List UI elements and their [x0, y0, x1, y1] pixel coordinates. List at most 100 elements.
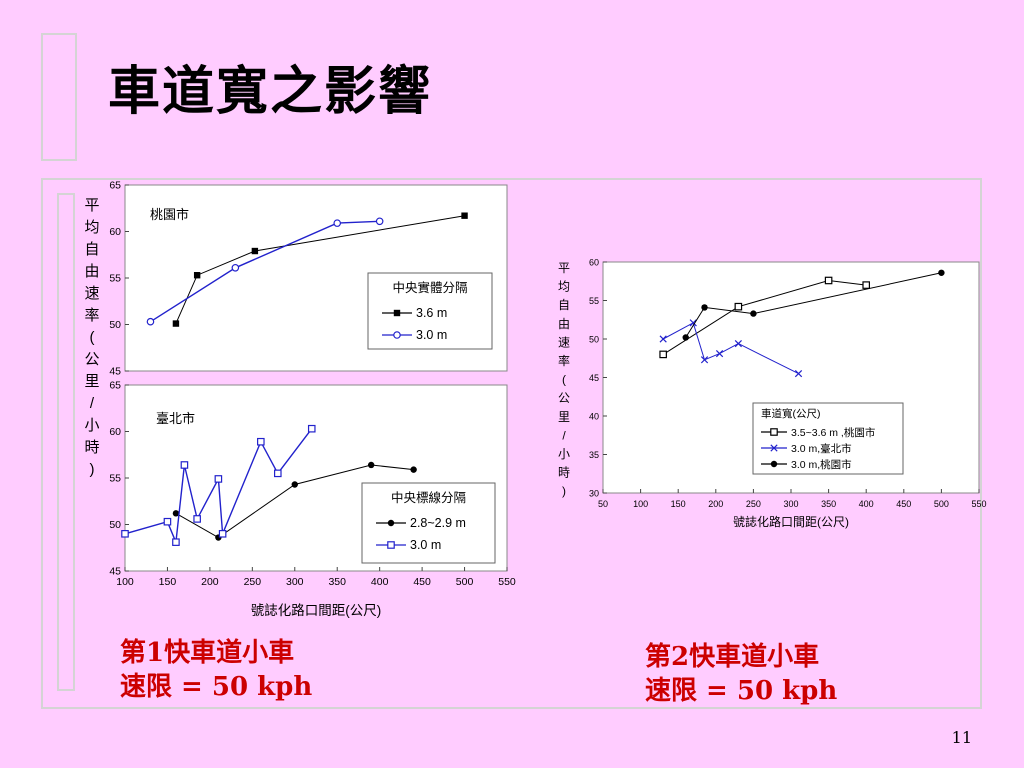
y-tick-label-1: 65	[109, 380, 121, 392]
x-tick-label-2: 100	[633, 499, 648, 509]
y-tick-label-0: 60	[109, 226, 121, 238]
x-tick-label-2: 550	[971, 499, 986, 509]
legend-label-2-2: 3.0 m,桃園市	[791, 458, 852, 471]
legend-label-0-1: 3.0 m	[416, 328, 447, 342]
data-point-2-1	[659, 335, 667, 343]
y-axis-label-char-2: 時	[558, 466, 570, 480]
caption-left-line1: 第1快車道小車	[120, 638, 295, 668]
y-tick-label-1: 60	[109, 426, 121, 438]
legend-title-0: 中央實體分隔	[392, 280, 467, 295]
x-tick-label-1: 200	[201, 576, 219, 588]
data-point-2-0	[734, 302, 743, 311]
y-axis-label-char-2: 均	[558, 280, 570, 294]
y-tick-label-1: 50	[109, 519, 121, 531]
data-point-1-1	[257, 437, 265, 446]
y-axis-label-char-0: 均	[84, 219, 99, 236]
data-point-1-1	[214, 475, 223, 483]
legend-label-1-0: 2.8~2.9 m	[410, 516, 466, 530]
data-point-1-1	[180, 461, 189, 469]
data-point-0-0	[193, 272, 201, 279]
caption-left: 第1快車道小車 速限 = 50 kph	[120, 636, 312, 704]
y-axis-label-char-2: 由	[558, 317, 570, 331]
series-line-2-0	[662, 279, 867, 355]
caption-right-line1: 第2快車道小車	[645, 642, 820, 672]
x-tick-label-2: 250	[746, 499, 761, 509]
y-axis-label-char-0: 平	[84, 197, 99, 214]
data-point-2-2	[682, 334, 689, 341]
legend-title-1: 中央標線分隔	[391, 490, 466, 505]
data-point-2-2	[750, 310, 757, 317]
x-tick-label-2: 150	[671, 499, 686, 509]
x-tick-label-2: 500	[934, 499, 949, 509]
x-tick-label-1: 150	[159, 576, 177, 588]
data-point-2-2	[701, 304, 708, 311]
series-line-0-1	[150, 220, 380, 323]
data-point-2-0	[824, 276, 833, 285]
x-tick-label-2: 300	[783, 499, 798, 509]
y-axis-label-char-2: 率	[558, 353, 570, 368]
y-tick-label-2: 30	[589, 489, 599, 499]
y-tick-label-1: 55	[109, 473, 121, 485]
y-tick-label-2: 45	[589, 373, 599, 383]
data-point-0-1	[146, 317, 155, 326]
panel-label-0: 桃園市	[150, 207, 189, 222]
page-number: 11	[951, 728, 972, 747]
caption-right-line2: 速限 = 50 kph	[645, 676, 838, 706]
x-tick-label-2: 200	[708, 499, 723, 509]
y-axis-label-char-0: 率	[84, 307, 99, 324]
data-point-1-1	[307, 424, 316, 433]
data-point-1-1	[274, 469, 282, 478]
data-point-2-0	[659, 350, 667, 359]
y-axis-label-char-0: (	[90, 329, 95, 346]
y-axis-label-char-2: 自	[558, 298, 570, 312]
y-axis-label-char-0: 公	[84, 351, 99, 368]
x-tick-label-1: 100	[116, 576, 134, 588]
data-point-2-2	[938, 269, 945, 276]
data-point-2-1	[734, 339, 742, 348]
panel-label-1: 臺北市	[156, 411, 195, 426]
series-line-2-2	[685, 272, 942, 338]
data-point-0-1	[333, 219, 342, 227]
content-frame	[41, 178, 982, 709]
legend-swatch-marker-1-0	[387, 519, 395, 527]
data-point-1-1	[121, 529, 129, 538]
y-tick-label-2: 55	[589, 296, 599, 306]
data-point-2-1	[715, 350, 724, 358]
x-tick-label-1: 400	[371, 576, 389, 588]
x-tick-label-1: 350	[328, 576, 346, 588]
y-axis-label-char-0: 由	[84, 263, 99, 280]
y-tick-label-0: 55	[109, 273, 121, 285]
data-point-0-0	[172, 320, 180, 327]
data-point-1-0	[367, 461, 375, 469]
x-tick-label-2: 50	[598, 499, 608, 509]
x-tick-label-2: 450	[896, 499, 911, 509]
y-axis-label-char-2: 速	[558, 335, 570, 349]
y-tick-label-2: 35	[589, 450, 599, 460]
legend-box-2	[752, 402, 904, 475]
y-axis-label-char-2: 小	[558, 447, 570, 461]
legend-swatch-marker-0-0	[393, 309, 401, 317]
legend-label-2-0: 3.5~3.6 m ,桃園市	[791, 426, 875, 439]
data-point-2-1	[700, 356, 709, 364]
legend-label-2-1: 3.0 m,臺北市	[791, 442, 852, 455]
data-point-2-0	[862, 281, 871, 289]
y-axis-label-char-0: /	[90, 395, 95, 412]
legend-swatch-marker-2-0	[770, 428, 778, 436]
y-axis-label-char-2: /	[562, 428, 566, 442]
legend-label-0-0: 3.6 m	[416, 306, 447, 320]
data-point-0-1	[231, 263, 240, 272]
y-axis-label-char-2: 里	[558, 410, 570, 424]
legend-title-2: 車道寬(公尺)	[761, 407, 821, 420]
data-point-1-1	[163, 517, 172, 526]
legend-label-1-1: 3.0 m	[410, 538, 441, 552]
y-axis-label-char-2: (	[562, 373, 566, 387]
data-point-1-1	[193, 515, 201, 523]
y-axis-label-char-0: 速	[84, 285, 99, 302]
x-tick-label-2: 400	[859, 499, 874, 509]
y-axis-label-char-0: 自	[84, 241, 99, 258]
y-tick-label-2: 60	[589, 258, 599, 268]
data-point-1-0	[410, 466, 417, 473]
data-point-2-1	[794, 370, 803, 378]
x-axis-label-2: 號誌化路口間距(公尺)	[733, 514, 849, 529]
